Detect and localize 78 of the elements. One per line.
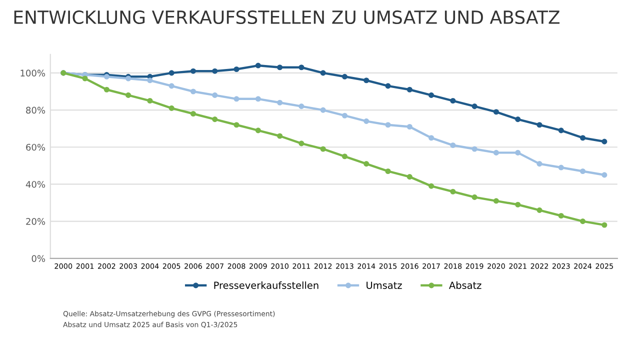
y-tick-label: 0%	[32, 255, 46, 262]
point	[212, 68, 218, 74]
point	[147, 78, 153, 84]
y-tick-label: 20%	[26, 218, 46, 225]
point	[277, 64, 283, 70]
point	[450, 142, 456, 148]
point	[234, 122, 240, 128]
y-tick-label: 100%	[20, 70, 46, 77]
point	[406, 124, 412, 130]
point	[168, 105, 174, 111]
point	[190, 68, 196, 74]
point	[364, 161, 370, 167]
point	[168, 83, 174, 89]
point	[493, 198, 499, 204]
point	[515, 116, 521, 122]
point	[493, 150, 499, 156]
point	[385, 122, 391, 128]
point	[298, 104, 304, 110]
y-tick-label: 80%	[26, 106, 46, 114]
point	[428, 92, 434, 98]
point	[450, 188, 456, 194]
point	[82, 76, 88, 82]
point	[472, 104, 478, 110]
point	[472, 194, 478, 200]
point	[406, 174, 412, 180]
point	[602, 172, 608, 178]
y-tick-label: 40%	[26, 180, 46, 188]
legend-label: Umsatz	[366, 282, 402, 289]
point	[406, 86, 412, 92]
point	[298, 140, 304, 146]
point	[580, 135, 586, 141]
point	[190, 110, 196, 117]
point	[234, 96, 240, 102]
point	[602, 138, 608, 144]
point	[558, 212, 564, 219]
point	[277, 100, 283, 106]
y-tick-label: 60%	[26, 144, 46, 151]
point	[255, 62, 261, 68]
point	[342, 154, 348, 160]
point	[602, 222, 608, 228]
point	[515, 202, 521, 208]
point	[428, 135, 434, 141]
point	[212, 116, 218, 122]
point	[320, 107, 326, 113]
point	[190, 88, 196, 94]
point	[536, 207, 542, 213]
point	[277, 133, 283, 139]
point	[450, 98, 456, 104]
point	[234, 66, 240, 72]
point	[580, 168, 586, 174]
point	[493, 109, 499, 115]
point	[385, 168, 391, 174]
chart-title: ENTWICKLUNG VERKAUFSSTELLEN ZU UMSATZ UND ABSATZ	[14, 10, 560, 24]
point	[558, 164, 564, 170]
point	[320, 146, 326, 152]
point	[428, 183, 434, 189]
legend-label: Presseverkaufsstellen	[214, 281, 318, 289]
point	[515, 150, 521, 156]
point	[298, 64, 304, 70]
point	[104, 86, 110, 92]
point	[126, 92, 132, 98]
point	[472, 146, 478, 152]
point	[212, 92, 218, 98]
legend-label: Absatz	[449, 281, 482, 289]
point	[147, 98, 153, 104]
point	[364, 118, 370, 124]
point	[580, 218, 586, 224]
point	[342, 74, 348, 80]
point	[342, 112, 348, 118]
point	[320, 70, 326, 76]
point	[558, 128, 564, 134]
point	[536, 122, 542, 128]
point	[168, 70, 174, 76]
point	[536, 161, 542, 167]
point	[364, 78, 370, 84]
point	[255, 96, 261, 102]
point	[255, 128, 261, 134]
point	[385, 83, 391, 89]
